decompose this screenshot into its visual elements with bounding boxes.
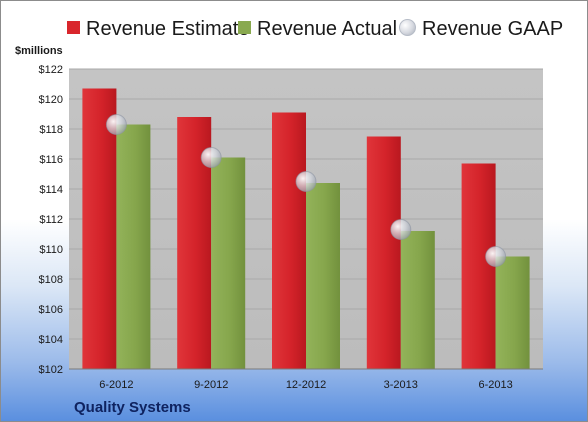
- legend-label-estimate: Revenue Estimate: [86, 18, 250, 40]
- bar-revenue-estimate: [82, 88, 117, 369]
- y-tick-label: $118: [39, 124, 63, 136]
- marker-revenue-gaap: [200, 147, 222, 168]
- y-tick-label: $116: [39, 154, 63, 166]
- y-tick-label: $102: [39, 364, 63, 376]
- bars: [82, 88, 530, 369]
- y-tick-label: $114: [39, 184, 63, 196]
- x-tick-label: 9-2012: [194, 379, 228, 391]
- marker-revenue-gaap: [105, 114, 127, 135]
- bar-revenue-actual: [306, 183, 340, 369]
- company-name: Quality Systems: [74, 399, 191, 416]
- y-unit-label: $millions: [15, 45, 63, 57]
- x-tick-label: 3-2013: [384, 379, 418, 391]
- legend-item-estimate: Revenue Estimate: [67, 15, 249, 43]
- x-tick-label: 6-2012: [99, 379, 133, 391]
- x-tick-label: 12-2012: [286, 379, 326, 391]
- bar-revenue-actual: [211, 157, 246, 369]
- y-tick-label: $112: [39, 214, 63, 226]
- gaap-markers: [105, 114, 507, 267]
- bar-revenue-actual: [116, 124, 151, 369]
- legend-label-gaap: Revenue GAAP: [422, 18, 564, 40]
- bar-revenue-estimate: [272, 112, 306, 369]
- y-tick-label: $110: [39, 244, 63, 256]
- y-tick-label: $106: [39, 304, 63, 316]
- legend-swatch-actual: [238, 21, 251, 35]
- y-tick-label: $120: [39, 94, 63, 106]
- legend-item-actual: Revenue Actual: [238, 15, 397, 43]
- legend-marker-gaap: [399, 19, 416, 37]
- y-tick-label: $122: [39, 64, 63, 76]
- bar-revenue-estimate: [461, 163, 496, 369]
- bar-revenue-actual: [400, 231, 435, 369]
- y-tick-label: $104: [39, 334, 63, 346]
- y-axis-ticks: $102 $104 $106 $108 $110 $112 $114 $116 $118 $120…: [39, 64, 63, 376]
- legend-swatch-estimate: [67, 21, 80, 35]
- x-tick-label: 6-2013: [478, 379, 512, 391]
- legend-label-actual: Revenue Actual: [257, 18, 398, 40]
- legend-item-gaap: Revenue GAAP: [399, 15, 563, 43]
- bar-revenue-estimate: [366, 136, 401, 369]
- y-tick-label: $108: [39, 274, 63, 286]
- marker-revenue-gaap: [485, 246, 507, 267]
- x-axis-ticks: 6-2012 9-2012 12-2012 3-2013 6-2013: [99, 379, 512, 391]
- bar-revenue-actual: [495, 256, 530, 369]
- legend: Revenue Estimate Revenue Actual Revenue …: [1, 15, 587, 43]
- marker-revenue-gaap: [390, 219, 412, 240]
- marker-revenue-gaap: [295, 171, 317, 192]
